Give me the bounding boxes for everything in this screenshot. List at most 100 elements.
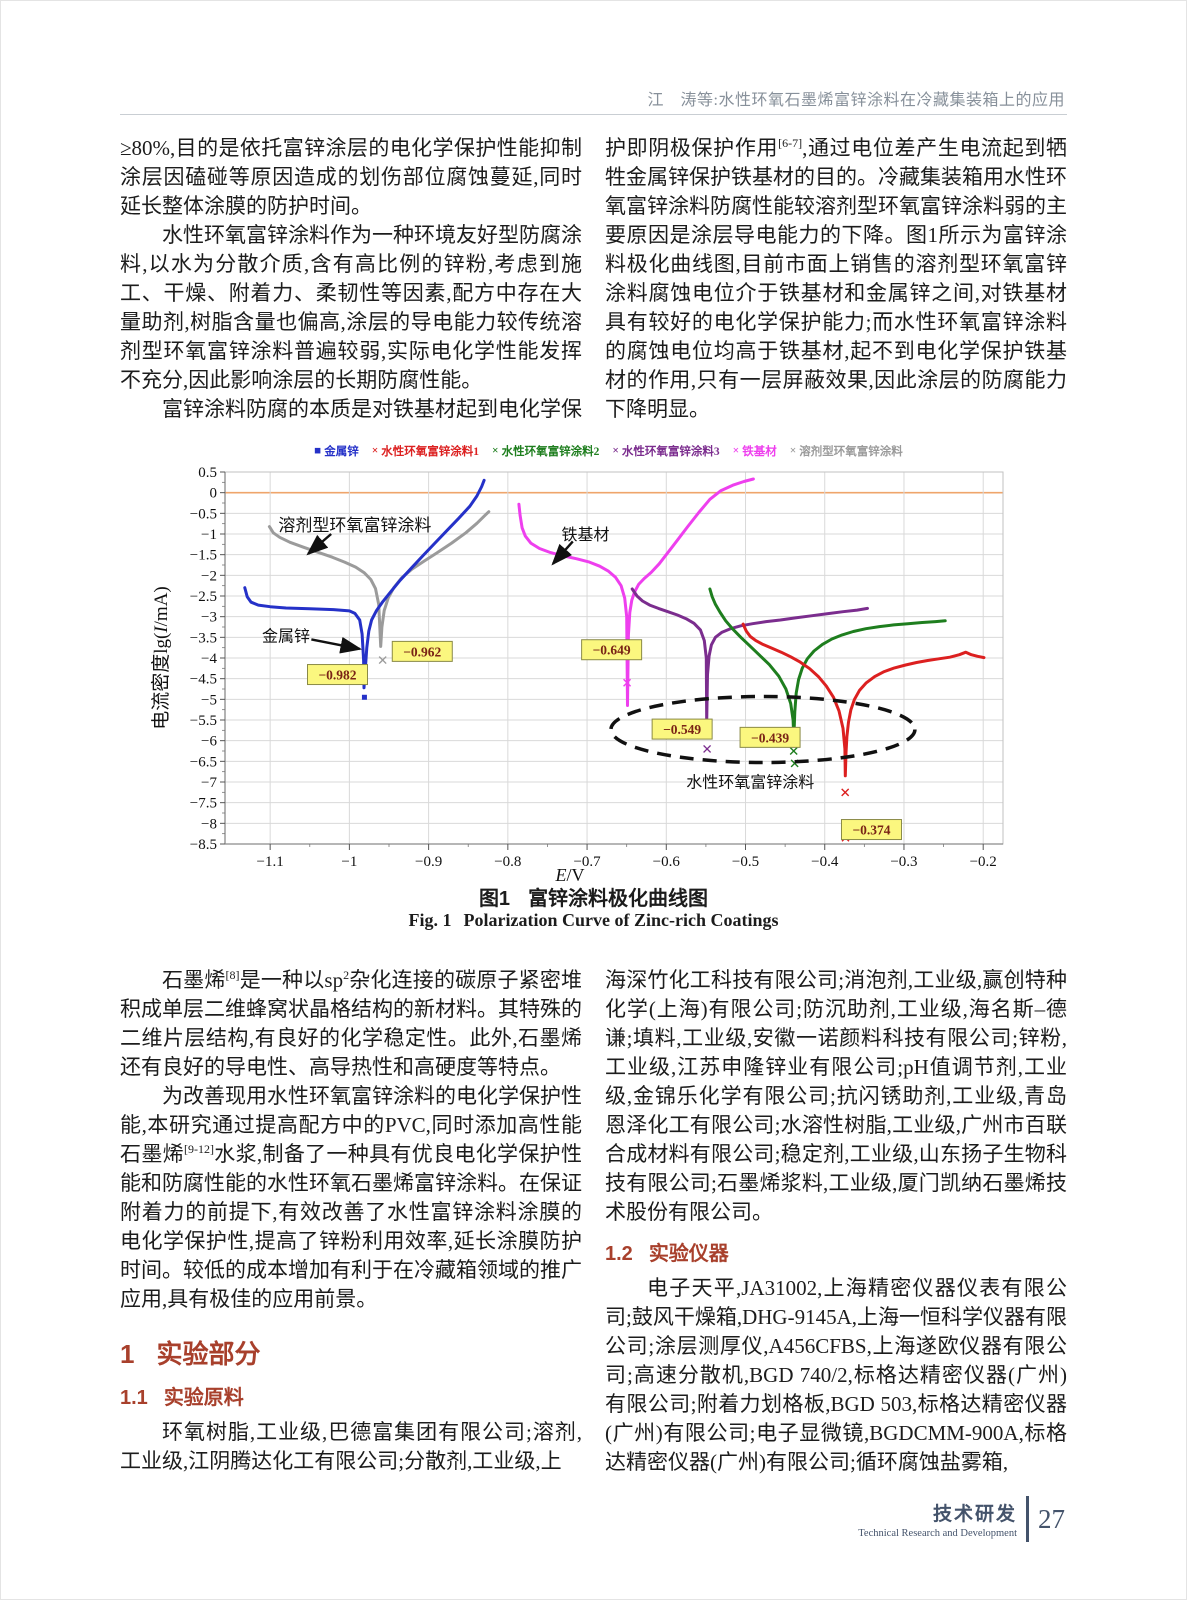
paragraph: 环氧树脂,工业级,巴德富集团有限公司;溶剂,工业级,江阴腾达化工有限公司;分散剂… [120, 1420, 582, 1473]
svg-text:−2.5: −2.5 [190, 589, 217, 605]
paragraph: 为改善现用水性环氧富锌涂料的电化学保护性能,本研究通过提高配方中的PVC,同时添… [120, 1084, 583, 1311]
instruments-paragraphs: 电子天平,JA31002,上海精密仪器仪表有限公司;鼓风干燥箱,DHG-9145… [605, 1274, 1067, 1477]
svg-text:−1: −1 [201, 527, 217, 543]
paragraph: 富锌涂料防腐的本质是对铁基材起到电化学保 [162, 397, 582, 421]
paragraph: 电子天平,JA31002,上海精密仪器仪表有限公司;鼓风干燥箱,DHG-9145… [605, 1276, 1067, 1474]
x-marker-icon: × [789, 445, 797, 457]
svg-text:−0.7: −0.7 [573, 854, 601, 870]
value-label-box [840, 819, 902, 841]
legend-label: 水性环氧富锌涂料1 [381, 446, 480, 458]
value-label-box [651, 718, 713, 740]
figure-caption-cn: 图1 富锌涂料极化曲线图 [478, 888, 709, 910]
svg-text:−4.5: −4.5 [190, 672, 217, 688]
column-top-left: ≥80%,目的是依托富锌涂层的电化学保护性能抑制涂层因磕碰等原因造成的划伤部位腐… [120, 134, 582, 424]
chart-annotation: 水性环氧富锌涂料 [686, 774, 814, 792]
paragraph: ≥80%,目的是依托富锌涂层的电化学保护性能抑制涂层因磕碰等原因造成的划伤部位腐… [120, 136, 582, 218]
legend-label: 水性环氧富锌涂料3 [621, 446, 720, 458]
series-水性环氧富锌涂料3 [630, 587, 869, 724]
svg-text:−8.5: −8.5 [190, 837, 217, 853]
svg-text:−7.5: −7.5 [190, 796, 217, 812]
svg-text:−4: −4 [201, 651, 217, 667]
figure-caption-en: Fig. 1 Polarization Curve of Zinc-rich Co… [408, 910, 779, 930]
legend-item: × 水性环氧富锌涂料1 [372, 443, 479, 459]
paragraph: 护即阴极保护作用[6-7],通过电位差产生电流起到牺牲金属锌保护铁基材的目的。冷… [605, 136, 1068, 421]
graphene-intro-paragraphs: 石墨烯[8]是一种以sp2杂化连接的碳原子紧密堆积成单层二维蜂窝状晶格结构的新材… [120, 966, 582, 1314]
svg-text:−6.5: −6.5 [190, 754, 217, 770]
svg-text:−3.5: −3.5 [190, 630, 217, 646]
square-marker-icon: ■ [314, 445, 322, 457]
svg-text:−7: −7 [201, 775, 217, 791]
footer-section-label: 技术研发 Technical Research and Development [858, 1504, 1017, 1539]
value-label-box [307, 664, 369, 686]
value-label-box [739, 726, 801, 748]
value-label: −0.649 [593, 643, 631, 658]
svg-text:−5: −5 [201, 692, 217, 708]
svg-text:−0.5: −0.5 [190, 506, 217, 522]
svg-text:−0.3: −0.3 [890, 854, 917, 870]
paragraph: 石墨烯[8]是一种以sp2杂化连接的碳原子紧密堆积成单层二维蜂窝状晶格结构的新材… [120, 968, 582, 1079]
suppliers-paragraphs: 海深竹化工科技有限公司;消泡剂,工业级,赢创特种化学(上海)有限公司;防沉助剂,… [605, 966, 1067, 1227]
x-marker-icon: × [612, 445, 619, 457]
y-axis-title: 电流密度lg(I/mA) [150, 586, 172, 730]
series-水性环氧富锌涂料1 [741, 622, 986, 778]
polarization-curve-plot: 0.5 0 −0.5 −1 −1.5 −2 −2.5 −3 −3.5 −4 −4.5 −5 −5.5 −6… [150, 465, 1004, 885]
svg-text:−1.1: −1.1 [257, 854, 284, 870]
legend-label: 溶剂型环氧富锌涂料 [799, 446, 903, 458]
chart-annotation: 金属锌 [262, 627, 310, 645]
waterborne-highlight-ellipse [609, 694, 917, 765]
x-axis-title: E/V [555, 865, 585, 885]
raw-materials-paragraphs: 环氧树脂,工业级,巴德富集团有限公司;溶剂,工业级,江阴腾达化工有限公司;分散剂… [120, 1418, 582, 1476]
legend-item: × 溶剂型环氧富锌涂料 [790, 443, 903, 459]
chart-legend: ■ 金属锌 × 水性环氧富锌涂料1 × 水性环氧富锌涂料2 × 水性环氧富锌涂料3 × 铁基材 × 溶… [314, 443, 903, 459]
value-label-box [391, 640, 453, 662]
svg-text:0.5: 0.5 [198, 465, 217, 481]
svg-text:−0.4: −0.4 [811, 854, 839, 870]
svg-text:−6: −6 [201, 734, 217, 750]
value-label: −0.439 [751, 730, 789, 745]
value-label-box [581, 639, 643, 661]
section-heading-1-2: 1.2 实验仪器 [605, 1243, 729, 1265]
svg-text:0: 0 [210, 486, 218, 502]
header-divider [120, 114, 1067, 115]
section-heading-1: 1 实验部分 [120, 1339, 261, 1369]
value-label: −0.374 [852, 823, 890, 838]
series-金属锌 [243, 478, 486, 690]
value-label: −0.962 [403, 644, 441, 659]
svg-text:−0.2: −0.2 [970, 854, 997, 870]
x-marker-icon: × [371, 445, 379, 457]
svg-text:−1: −1 [341, 854, 357, 870]
running-header: 江 涛等:水性环氧石墨烯富锌涂料在冷藏集装箱上的应用 [647, 92, 1065, 109]
series-水性环氧富锌涂料2 [708, 587, 947, 741]
legend-item: ■ 金属锌 [314, 443, 358, 459]
column-bottom-right: 海深竹化工科技有限公司;消泡剂,工业级,赢创特种化学(上海)有限公司;防沉助剂,… [605, 966, 1067, 1477]
annotation-arrow [306, 533, 332, 556]
x-marker-icon: × [732, 445, 740, 457]
chart-annotation: 铁基材 [561, 526, 609, 544]
svg-text:−0.5: −0.5 [732, 854, 759, 870]
bottom-text-row: 石墨烯[8]是一种以sp2杂化连接的碳原子紧密堆积成单层二维蜂窝状晶格结构的新材… [120, 966, 1067, 1477]
legend-item: × 铁基材 [733, 443, 777, 459]
page-number: 27 [1038, 1503, 1065, 1534]
legend-label: 铁基材 [742, 446, 777, 458]
series-铁基材 [517, 477, 755, 707]
svg-text:−0.8: −0.8 [494, 854, 521, 870]
x-marker-icon: × [492, 445, 499, 457]
paragraph: 水性环氧富锌涂料作为一种环境友好型防腐涂料,以水为分散介质,含有高比例的锌粉,考… [120, 223, 582, 392]
page-footer: 技术研发 Technical Research and Development … [858, 1496, 1065, 1542]
annotation-arrow [311, 636, 363, 654]
chart-annotation: 溶剂型环氧富锌涂料 [278, 516, 431, 535]
svg-text:−3: −3 [201, 610, 217, 626]
svg-text:−1.5: −1.5 [190, 548, 217, 564]
svg-text:−0.9: −0.9 [415, 854, 442, 870]
column-top-right: 护即阴极保护作用[6-7],通过电位差产生电流起到牺牲金属锌保护铁基材的目的。冷… [605, 134, 1067, 424]
legend-label: 金属锌 [324, 446, 359, 458]
svg-text:−2: −2 [201, 568, 217, 584]
figure-1-polarization-chart: ■ 金属锌 × 水性环氧富锌涂料1 × 水性环氧富锌涂料2 × 水性环氧富锌涂料3 × 铁基材 × 溶… [150, 440, 1020, 886]
section-heading-1-1: 1.1 实验原料 [120, 1387, 244, 1409]
legend-item: × 水性环氧富锌涂料2 [492, 443, 599, 459]
legend-item: × 水性环氧富锌涂料3 [612, 443, 719, 459]
value-label: −0.549 [663, 722, 701, 737]
value-label: −0.982 [318, 668, 356, 683]
legend-label: 水性环氧富锌涂料2 [501, 446, 600, 458]
